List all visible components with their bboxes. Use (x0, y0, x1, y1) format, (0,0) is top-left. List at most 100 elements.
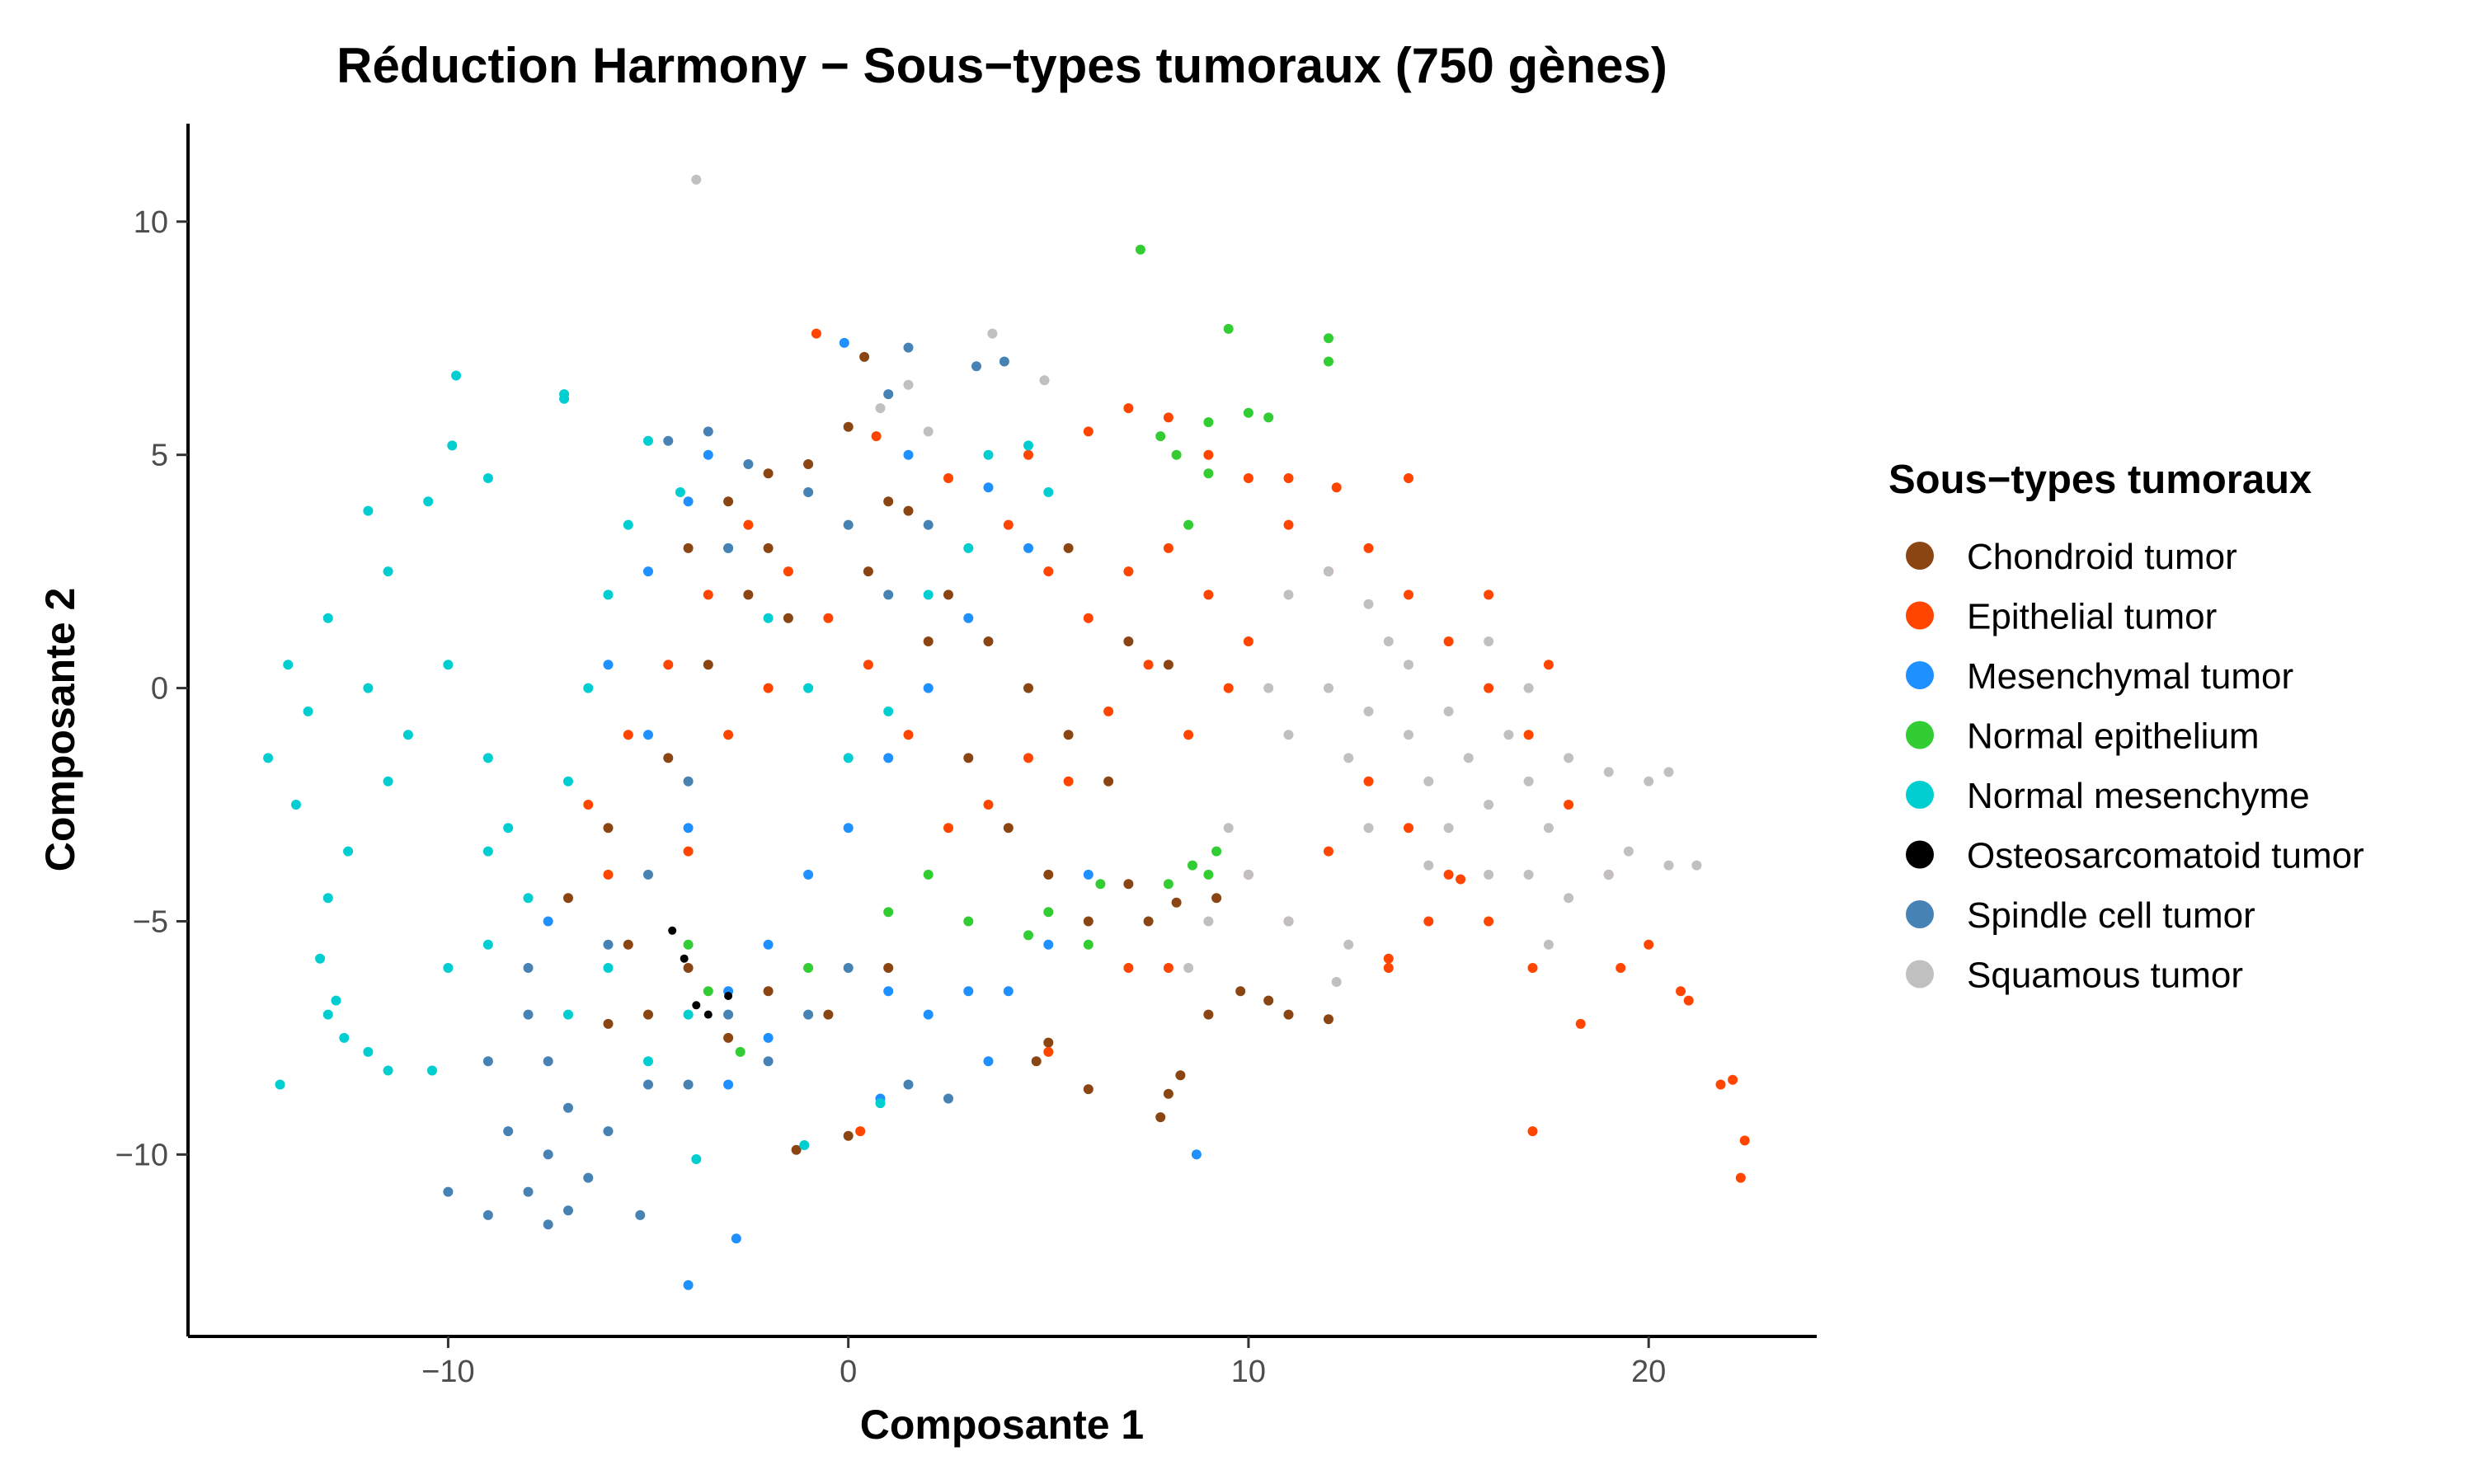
data-point-chondroid-tumor (1155, 1112, 1166, 1123)
data-point-epithelial-tumor (1527, 1126, 1538, 1137)
data-point-spindle-cell-tumor (523, 1186, 534, 1197)
x-tick-label: 10 (1231, 1355, 1266, 1389)
data-point-spindle-cell-tumor (683, 776, 694, 787)
data-point-chondroid-tumor (823, 1009, 834, 1020)
data-point-squamous-tumor (1603, 869, 1614, 880)
data-point-normal-epithelium (1324, 333, 1333, 344)
data-point-spindle-cell-tumor (763, 1056, 774, 1067)
data-point-chondroid-tumor (763, 542, 774, 553)
data-point-chondroid-tumor (883, 963, 894, 973)
data-point-epithelial-tumor (1003, 519, 1014, 530)
data-point-normal-epithelium (1171, 449, 1182, 460)
axes-layer (186, 124, 1817, 1338)
data-point-spindle-cell-tumor (443, 1186, 454, 1197)
data-point-chondroid-tumor (723, 1032, 734, 1043)
data-point-normal-epithelium (703, 986, 713, 997)
data-point-squamous-tumor (1691, 860, 1702, 871)
legend-item-chondroid-tumor: Chondroid tumor (1906, 537, 2237, 577)
data-point-spindle-cell-tumor (703, 426, 713, 437)
data-point-squamous-tumor (1523, 869, 1534, 880)
data-point-squamous-tumor (1523, 683, 1534, 693)
legend: Sous−types tumoraux Chondroid tumor Epith… (1888, 458, 2364, 996)
data-point-normal-epithelium (923, 869, 934, 880)
data-point-normal-epithelium (735, 1046, 745, 1057)
data-point-chondroid-tumor (1283, 1009, 1294, 1020)
data-point-squamous-tumor (1503, 730, 1514, 740)
data-point-normal-mesenchyme (331, 995, 341, 1006)
data-point-squamous-tumor (1183, 963, 1194, 973)
data-point-normal-mesenchyme (443, 660, 454, 670)
data-point-chondroid-tumor (1083, 916, 1094, 927)
data-point-squamous-tumor (1343, 753, 1354, 763)
data-point-normal-epithelium (1243, 407, 1253, 418)
data-point-epithelial-tumor (1616, 963, 1626, 973)
data-point-normal-mesenchyme (343, 846, 354, 857)
data-point-normal-mesenchyme (322, 613, 333, 623)
data-point-normal-mesenchyme (603, 589, 614, 600)
data-point-normal-mesenchyme (503, 823, 514, 834)
series-epithelial-tumor (583, 328, 1750, 1183)
data-point-mesenchymal-tumor (883, 753, 894, 763)
data-point-squamous-tumor (1543, 823, 1554, 834)
data-point-mesenchymal-tumor (1023, 542, 1033, 553)
data-point-osteosarcomatoid-tumor (680, 954, 689, 963)
legend-item-normal-mesenchyme: Normal mesenchyme (1906, 776, 2310, 816)
data-point-mesenchymal-tumor (1083, 869, 1094, 880)
data-point-normal-epithelium (1023, 930, 1033, 941)
data-point-chondroid-tumor (763, 986, 774, 997)
data-point-mesenchymal-tumor (603, 660, 614, 670)
data-point-chondroid-tumor (883, 496, 894, 507)
data-point-normal-epithelium (1135, 244, 1145, 255)
legend-marker (1906, 900, 1934, 928)
data-point-chondroid-tumor (863, 566, 873, 577)
data-point-chondroid-tumor (1123, 636, 1134, 646)
data-point-chondroid-tumor (943, 589, 953, 600)
data-point-normal-epithelium (1183, 519, 1194, 530)
data-point-epithelial-tumor (943, 473, 953, 483)
data-point-spindle-cell-tumor (883, 589, 894, 600)
data-point-squamous-tumor (1603, 767, 1614, 777)
data-point-epithelial-tumor (1575, 1018, 1586, 1029)
data-point-squamous-tumor (1223, 823, 1234, 834)
data-point-squamous-tumor (1663, 860, 1674, 871)
legend-items: Chondroid tumor Epithelial tumor Mesenchym… (1906, 537, 2364, 996)
data-point-normal-epithelium (1203, 417, 1214, 428)
data-point-mesenchymal-tumor (703, 449, 713, 460)
data-point-normal-mesenchyme (363, 1046, 374, 1057)
data-point-epithelial-tumor (1063, 776, 1074, 787)
data-point-epithelial-tumor (1243, 473, 1253, 483)
data-point-normal-mesenchyme (363, 505, 374, 516)
data-point-spindle-cell-tumor (843, 519, 854, 530)
data-point-normal-mesenchyme (883, 706, 894, 716)
data-point-chondroid-tumor (663, 753, 674, 763)
data-point-spindle-cell-tumor (543, 1219, 553, 1230)
data-point-epithelial-tumor (743, 519, 754, 530)
data-point-epithelial-tumor (1735, 1172, 1746, 1183)
data-point-chondroid-tumor (763, 468, 774, 479)
data-point-normal-epithelium (1083, 939, 1094, 950)
data-point-epithelial-tumor (1443, 869, 1454, 880)
data-point-normal-mesenchyme (675, 487, 685, 497)
data-point-normal-mesenchyme (383, 566, 393, 577)
data-point-spindle-cell-tumor (923, 519, 934, 530)
data-point-squamous-tumor (691, 174, 702, 185)
data-point-chondroid-tumor (843, 421, 854, 432)
data-point-normal-epithelium (1263, 412, 1274, 423)
data-point-epithelial-tumor (1443, 636, 1454, 646)
data-point-normal-mesenchyme (275, 1079, 285, 1090)
data-point-chondroid-tumor (1163, 660, 1174, 670)
data-point-spindle-cell-tumor (843, 963, 854, 973)
data-point-normal-mesenchyme (803, 683, 814, 693)
legend-marker (1906, 960, 1934, 989)
data-point-normal-epithelium (1163, 879, 1174, 890)
data-point-squamous-tumor (1463, 753, 1474, 763)
y-tick-label: 10 (134, 205, 168, 240)
data-point-osteosarcomatoid-tumor (668, 926, 677, 935)
data-point-epithelial-tumor (1223, 683, 1234, 693)
data-point-normal-mesenchyme (482, 473, 493, 483)
legend-label: Squamous tumor (1967, 956, 2243, 996)
data-point-spindle-cell-tumor (803, 487, 814, 497)
legend-item-normal-epithelium: Normal epithelium (1906, 716, 2260, 757)
data-point-squamous-tumor (1623, 846, 1634, 857)
legend-title: Sous−types tumoraux (1888, 458, 2312, 502)
